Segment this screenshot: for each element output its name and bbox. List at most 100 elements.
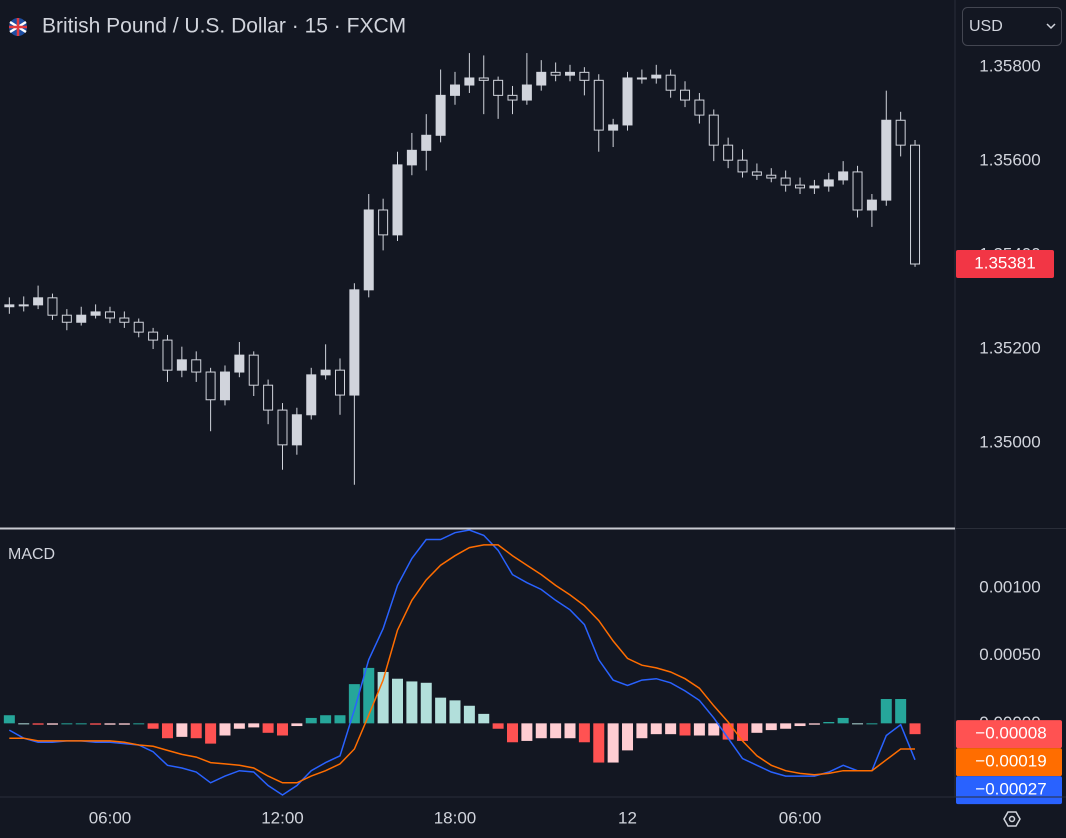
histogram-bar [406,681,418,724]
histogram-bar [607,723,619,763]
candle-body [622,77,633,126]
histogram-bar [722,723,734,740]
histogram-bar [262,723,274,733]
histogram-bar [391,678,403,724]
last-value-box [956,748,1062,777]
histogram-bar [650,723,662,735]
candle-body [723,144,734,161]
candle-body [435,94,446,136]
histogram-bar [751,723,763,733]
histogram-bar [693,723,705,736]
histogram-bar [161,723,173,739]
y-tick-label: 0.00050 [979,645,1040,664]
x-tick-label: 12:00 [261,808,304,827]
candle-body [205,371,216,401]
settings-button[interactable] [1003,811,1021,827]
candle-body [248,354,259,386]
candle-body [795,184,806,189]
symbol-title: British Pound / U.S. Dollar · 15 · FXCM [42,15,406,38]
candle-body [277,409,288,446]
histogram-bar [593,723,605,763]
candle-body [234,354,245,373]
candle-body [608,124,619,131]
candle-body [838,171,849,181]
candle-body [291,414,302,446]
histogram-bar [305,717,317,724]
x-tick-label: 12 [618,808,637,827]
histogram-bar [823,721,835,724]
histogram-bar [176,723,188,737]
y-tick-label: 1.35600 [979,151,1040,170]
candle-body [4,304,15,308]
candle-body [18,304,29,307]
marks [3,53,921,796]
candle-body [219,371,230,401]
currency-caret[interactable] [1046,23,1056,30]
candle-body [493,79,504,96]
candle-body [866,199,877,211]
candle-body [579,71,590,81]
histogram-bar [737,723,749,741]
last-price-box [956,250,1054,278]
last-value-box [956,720,1062,749]
histogram-bar [205,723,217,744]
candle-body [191,359,202,373]
histogram-bar [233,723,245,729]
histogram-bar [521,723,533,741]
histogram-bar [449,700,461,724]
histogram-bar [880,699,892,724]
histogram-bar [147,723,159,729]
candle-body [636,77,647,80]
candle-body [852,171,863,211]
histogram-bar [837,717,849,724]
candle-body [119,317,130,323]
candle-body [751,171,762,176]
histogram-bar [866,723,878,725]
histogram-bar [219,723,231,736]
candle-body [708,114,719,146]
candle-body [61,314,72,323]
candle-body [334,369,345,396]
symbol-flag [9,18,27,36]
histogram-bar [895,699,907,724]
histogram-bar [104,723,116,725]
histogram-bar [550,723,562,739]
histogram-bar [780,723,792,729]
candle-body [450,84,461,96]
candle-body [550,71,561,76]
currency-label[interactable]: USD [969,18,1003,35]
candle-body [320,369,331,376]
candle-body [90,311,101,316]
histogram-bar [363,667,375,724]
histogram-bar [90,723,102,725]
x-tick-label: 18:00 [434,808,477,827]
histogram-bar [32,723,44,725]
candle-body [766,174,777,179]
candle-body [521,84,532,101]
histogram-bar [133,723,145,725]
indicator-line [8,529,916,796]
histogram-bar [808,723,820,725]
candle-body [680,89,691,101]
y-tick-label: 1.35200 [979,339,1040,358]
candle-body [593,79,604,131]
currency-select[interactable] [962,7,1062,46]
candle-body [895,119,906,146]
histogram-bar [909,723,921,735]
histogram-bar [61,723,73,725]
candle-body [910,144,921,265]
last-price-label: 1.35381 [974,253,1035,272]
candle-body [478,77,489,81]
last-value-label: −0.00019 [975,752,1046,771]
candle-body [507,94,518,101]
candle-body [104,311,115,319]
histogram-bar [622,723,634,751]
histogram-bar [564,723,576,739]
histogram-bar [794,723,806,727]
candle-body [306,374,317,416]
candle-body [421,134,432,151]
candle-body [378,209,389,236]
histogram-bar [708,723,720,736]
histogram-bar [320,715,332,724]
candle-body [162,339,173,371]
